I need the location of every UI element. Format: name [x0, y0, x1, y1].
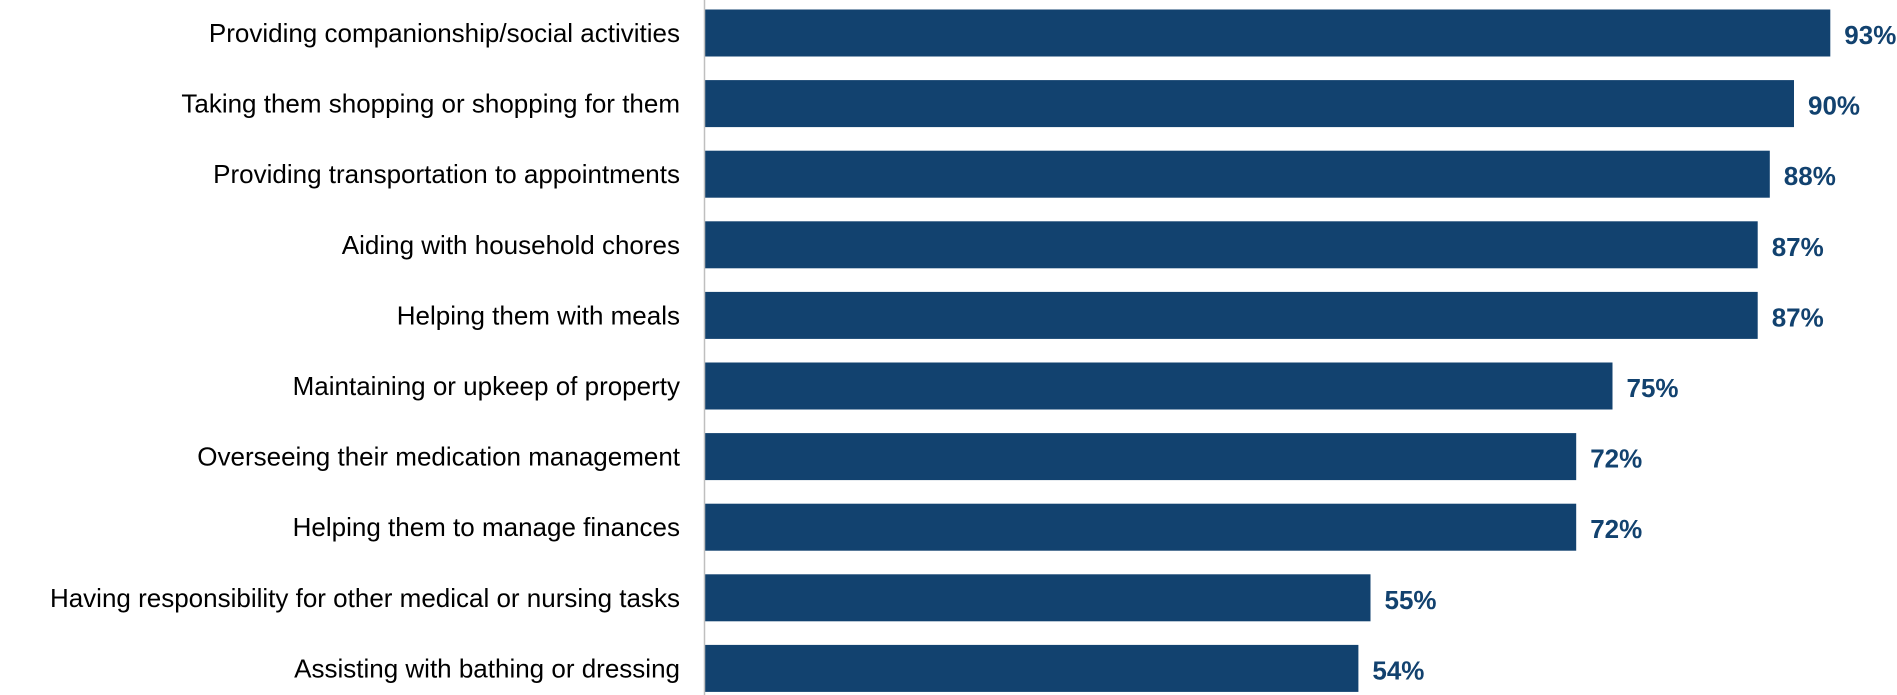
category-label: Overseeing their medication management: [197, 442, 680, 472]
bar-2: [705, 80, 1794, 128]
category-label: Providing transportation to appointments: [213, 159, 680, 189]
category-labels-group: Providing companionship/social activitie…: [50, 18, 681, 683]
category-label: Helping them with meals: [397, 300, 680, 330]
value-labels-group: 93% 90% 88% 87% 87% 75% 72% 72% 55% 54%: [1372, 20, 1896, 685]
category-label: Maintaining or upkeep of property: [293, 371, 680, 401]
bar-1: [705, 9, 1831, 57]
bar-10: [705, 644, 1359, 692]
value-label: 54%: [1372, 655, 1424, 685]
category-label: Having responsibility for other medical …: [50, 583, 680, 613]
category-label: Aiding with household chores: [342, 230, 680, 260]
category-label: Helping them to manage finances: [293, 512, 680, 542]
category-label: Taking them shopping or shopping for the…: [181, 89, 680, 119]
bar-6: [705, 362, 1613, 410]
value-label: 87%: [1772, 302, 1824, 332]
bar-5: [705, 291, 1758, 339]
category-label: Providing companionship/social activitie…: [209, 18, 680, 48]
value-label: 93%: [1844, 20, 1896, 50]
value-label: 75%: [1627, 373, 1679, 403]
bar-4: [705, 221, 1758, 269]
category-label: Assisting with bathing or dressing: [294, 653, 680, 683]
bars-group: [705, 9, 1831, 692]
value-label: 55%: [1385, 585, 1437, 615]
value-label: 90%: [1808, 91, 1860, 121]
bar-9: [705, 574, 1371, 622]
value-label: 72%: [1590, 444, 1642, 474]
bar-7: [705, 433, 1577, 481]
value-label: 88%: [1784, 161, 1836, 191]
value-label: 72%: [1590, 514, 1642, 544]
value-label: 87%: [1772, 232, 1824, 262]
bar-3: [705, 150, 1770, 198]
bar-8: [705, 503, 1577, 551]
